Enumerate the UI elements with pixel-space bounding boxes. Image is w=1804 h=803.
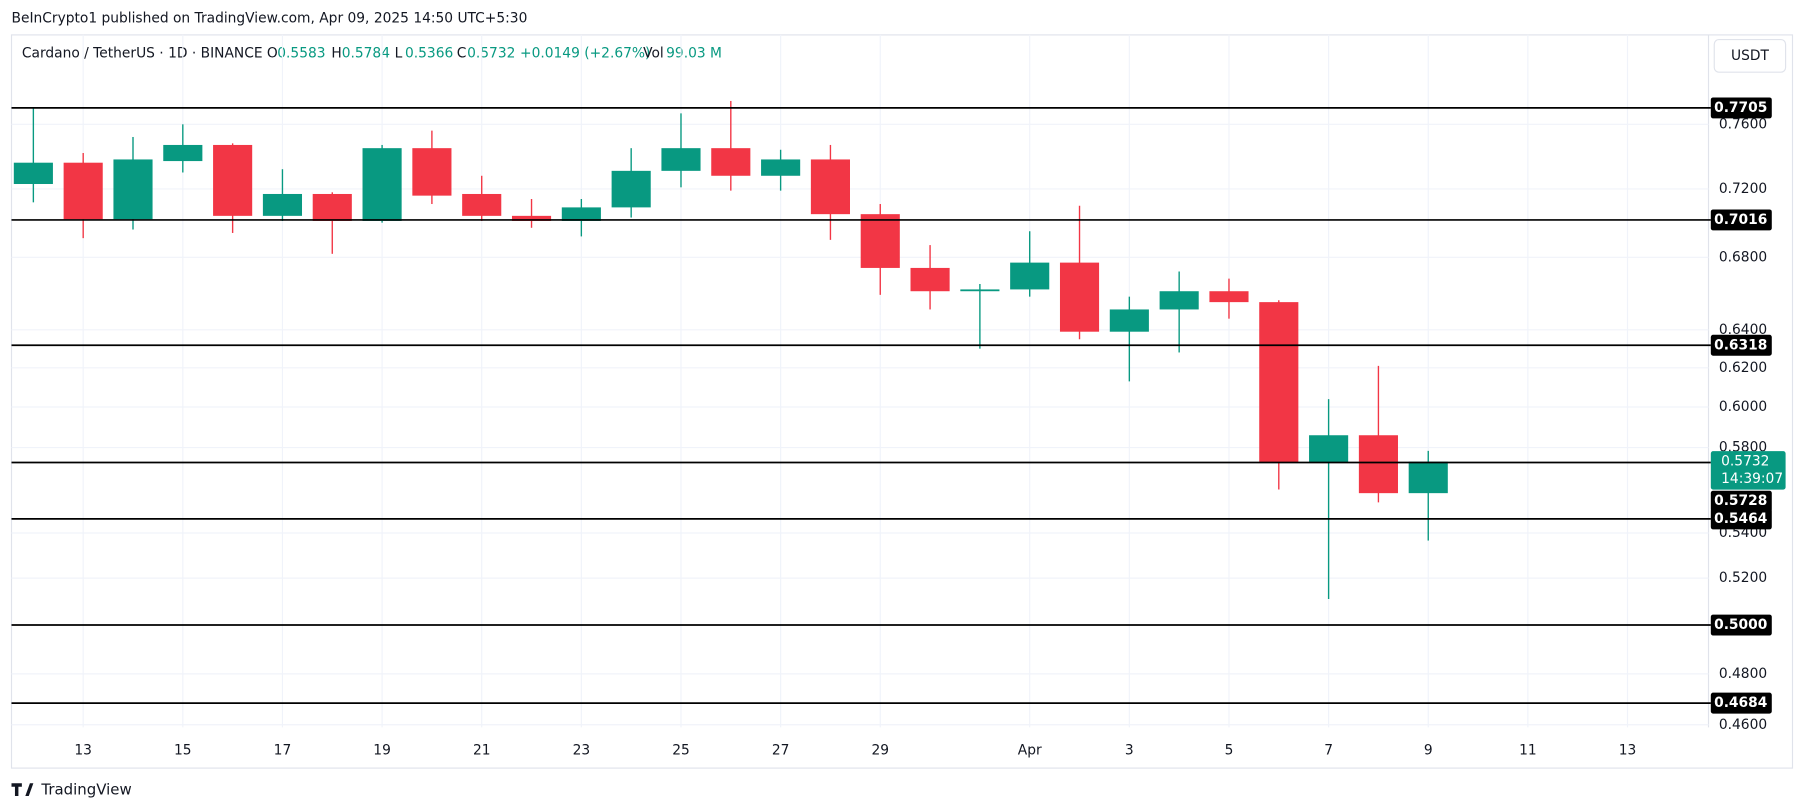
ohlc-value: 0.5583 — [277, 45, 325, 61]
candle-body — [1408, 461, 1448, 494]
candle-body — [1059, 262, 1100, 332]
logo-icon — [11, 783, 34, 797]
x-tick-label: 13 — [74, 743, 92, 759]
x-tick-label: 3 — [1125, 743, 1134, 759]
x-tick-label: 11 — [1519, 743, 1537, 759]
level-label: 0.4684 — [1714, 695, 1768, 711]
y-tick-label: 0.5200 — [1719, 570, 1767, 586]
level-label-box — [1710, 614, 1772, 636]
candle-body — [13, 162, 53, 185]
candle-body — [462, 193, 502, 216]
y-tick-label: 0.4600 — [1719, 717, 1767, 733]
candle-body — [960, 289, 1000, 292]
y-tick-label: 0.4800 — [1719, 666, 1767, 682]
candle-body — [163, 144, 203, 162]
x-tick-label: 21 — [473, 743, 491, 759]
candle-body — [262, 193, 303, 216]
y-tick-label: 0.7600 — [1719, 116, 1767, 132]
level-label: 0.7016 — [1714, 212, 1767, 228]
candle-body — [1209, 291, 1249, 303]
countdown: 14:39:07 — [1721, 471, 1783, 487]
y-tick-label: 0.6800 — [1719, 249, 1767, 265]
x-tick-label: 7 — [1324, 743, 1333, 759]
candle-body — [213, 144, 253, 216]
candle-body — [810, 159, 850, 215]
candle-body — [1109, 309, 1149, 332]
x-tick-label: 29 — [871, 743, 889, 759]
x-tick-label: 17 — [274, 743, 292, 759]
x-tick-label: 13 — [1619, 743, 1637, 759]
candle-body — [1159, 291, 1199, 310]
x-tick-label: 15 — [174, 743, 192, 759]
level-label-box — [1710, 209, 1772, 231]
volume-label: Vol — [643, 45, 664, 61]
y-tick-label: 0.6200 — [1719, 360, 1767, 376]
footer-logo: TradingView — [40, 781, 131, 799]
level-label-box — [1710, 490, 1772, 512]
publish-header: BeInCrypto1 published on TradingView.com… — [12, 11, 528, 27]
candle-body — [860, 214, 900, 268]
candle-body — [1309, 435, 1349, 463]
x-tick-label: 5 — [1225, 743, 1234, 759]
x-tick-label: 9 — [1424, 743, 1433, 759]
y-tick-label: 0.6000 — [1719, 399, 1767, 415]
candle-body — [312, 193, 352, 221]
candle-body — [113, 159, 153, 220]
ohlc-value: 0.5784 — [342, 45, 390, 61]
ohlc-value: 0.5366 — [405, 45, 453, 61]
current-price: 0.5732 — [1721, 454, 1769, 470]
current-price-box — [1710, 451, 1786, 490]
candle-body — [611, 170, 651, 208]
symbol: Cardano / TetherUS · 1D · BINANCE — [22, 45, 263, 61]
candle-body — [511, 215, 552, 221]
y-tick-label: 0.6400 — [1719, 322, 1767, 338]
chart-frame — [10, 34, 1794, 769]
x-tick-label: 23 — [573, 743, 591, 759]
change: +0.0149 (+2.67%) — [520, 45, 650, 61]
currency-label: USDT — [1731, 48, 1769, 64]
x-tick-label: 19 — [373, 743, 391, 759]
level-label-box — [1710, 334, 1772, 356]
candle-body — [1358, 435, 1398, 494]
x-tick-label: Apr — [1018, 743, 1042, 759]
candle-body — [910, 267, 950, 292]
candle-body — [1259, 302, 1299, 463]
level-label: 0.5464 — [1714, 511, 1768, 527]
ohlc-label: H — [331, 45, 341, 61]
candle-body — [362, 148, 402, 221]
level-label: 0.5728 — [1714, 493, 1767, 509]
ohlc-value: 0.5732 — [467, 45, 515, 61]
volume: 99.03 M — [666, 45, 722, 61]
level-label-box — [1710, 508, 1772, 530]
x-tick-label: 27 — [772, 743, 790, 759]
candle-body — [761, 159, 801, 176]
symbol-legend: Cardano / TetherUS · 1D · BINANCE O 0.558… — [22, 45, 722, 61]
currency-button[interactable] — [1713, 38, 1787, 73]
level-label: 0.7705 — [1714, 100, 1767, 116]
level-label-box — [1710, 97, 1772, 119]
candle-body — [711, 148, 751, 176]
y-tick-label: 0.7200 — [1719, 181, 1767, 197]
ohlc-label: L — [395, 45, 403, 61]
candle-body — [63, 162, 103, 220]
ohlc-label: C — [457, 45, 467, 61]
level-label: 0.5000 — [1714, 617, 1767, 633]
level-label-box — [1710, 692, 1772, 714]
x-tick-label: 25 — [672, 743, 690, 759]
candle-body — [661, 148, 701, 171]
ohlc-label: O — [267, 45, 278, 61]
candle-body — [412, 148, 452, 196]
candle-body — [1010, 262, 1050, 290]
level-label: 0.6318 — [1714, 337, 1767, 353]
candle-body — [561, 207, 601, 221]
